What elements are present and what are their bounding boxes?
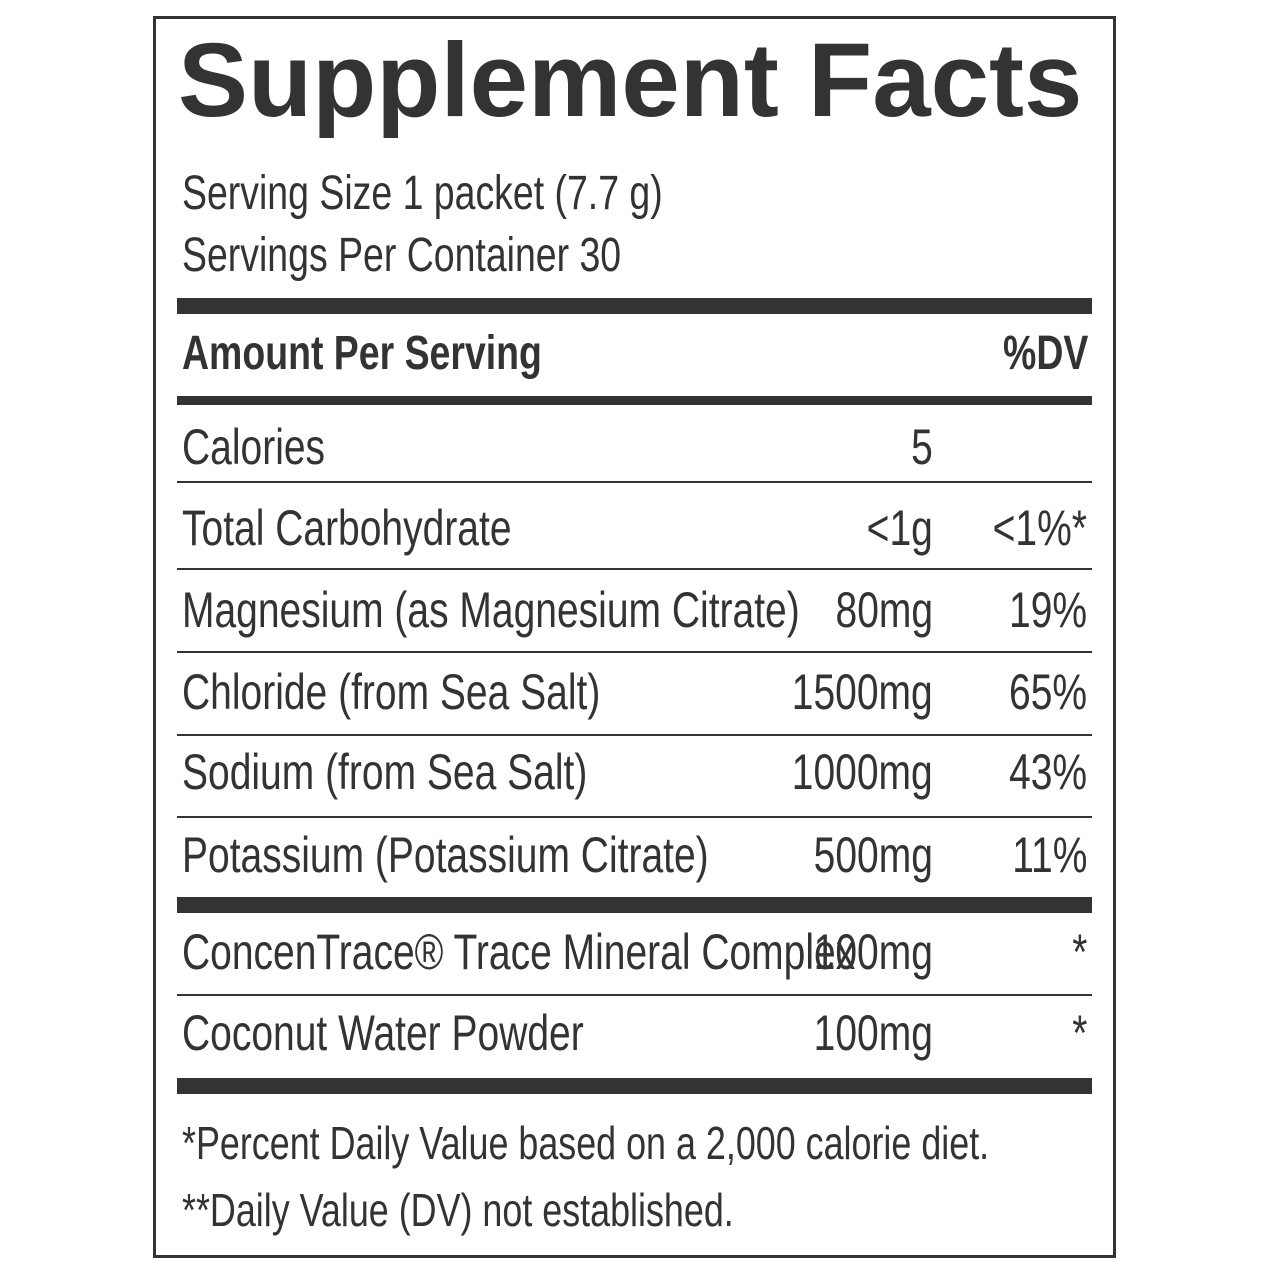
medium-rule (177, 396, 1092, 405)
nutrient-dv: * (1071, 1005, 1087, 1061)
servings-per-container: Servings Per Container 30 (182, 229, 622, 282)
serving-size: Serving Size 1 packet (7.7 g) (182, 167, 663, 220)
nutrient-name: Total Carbohydrate (182, 500, 512, 556)
nutrient-name: Calories (182, 419, 326, 475)
nutrient-name: Sodium (from Sea Salt) (182, 744, 588, 800)
nutrient-amount: 80mg (835, 582, 933, 638)
nutrient-amount: <1g (866, 500, 933, 556)
nutrient-dv: 43% (1008, 744, 1087, 800)
nutrient-dv: 65% (1008, 664, 1087, 720)
nutrient-amount: 500mg (813, 827, 933, 883)
title: Supplement Facts (178, 22, 1083, 139)
thin-rule (177, 816, 1092, 818)
thin-rule (177, 994, 1092, 996)
nutrient-dv: <1%* (992, 500, 1087, 556)
thin-rule (177, 734, 1092, 736)
nutrient-name: Chloride (from Sea Salt) (182, 664, 601, 720)
nutrient-amount: 100mg (813, 1005, 933, 1061)
nutrient-name: Magnesium (as Magnesium Citrate) (182, 582, 800, 638)
nutrient-dv: 19% (1008, 582, 1087, 638)
nutrient-dv: 11% (1011, 827, 1087, 883)
amount-header: Amount Per Serving (182, 327, 542, 380)
thin-rule (177, 651, 1092, 653)
footnote: *Percent Daily Value based on a 2,000 ca… (182, 1117, 990, 1169)
footnote: **Daily Value (DV) not established. (182, 1184, 734, 1236)
dv-header: %DV (1002, 327, 1088, 380)
nutrient-amount: 1000mg (792, 744, 933, 800)
nutrient-name: Potassium (Potassium Citrate) (182, 827, 709, 883)
thin-rule (177, 481, 1092, 483)
thick-rule (177, 1078, 1092, 1094)
nutrient-name: Coconut Water Powder (182, 1005, 584, 1061)
thick-rule (177, 298, 1092, 314)
nutrient-name: ConcenTrace® Trace Mineral Complex (182, 924, 856, 980)
thin-rule (177, 568, 1092, 570)
nutrient-amount: 1500mg (792, 664, 933, 720)
nutrient-amount: 5 (911, 419, 933, 475)
label-border (153, 16, 1116, 1258)
nutrient-dv: * (1071, 924, 1087, 980)
nutrient-amount: 100mg (813, 924, 933, 980)
thick-rule (177, 897, 1092, 913)
